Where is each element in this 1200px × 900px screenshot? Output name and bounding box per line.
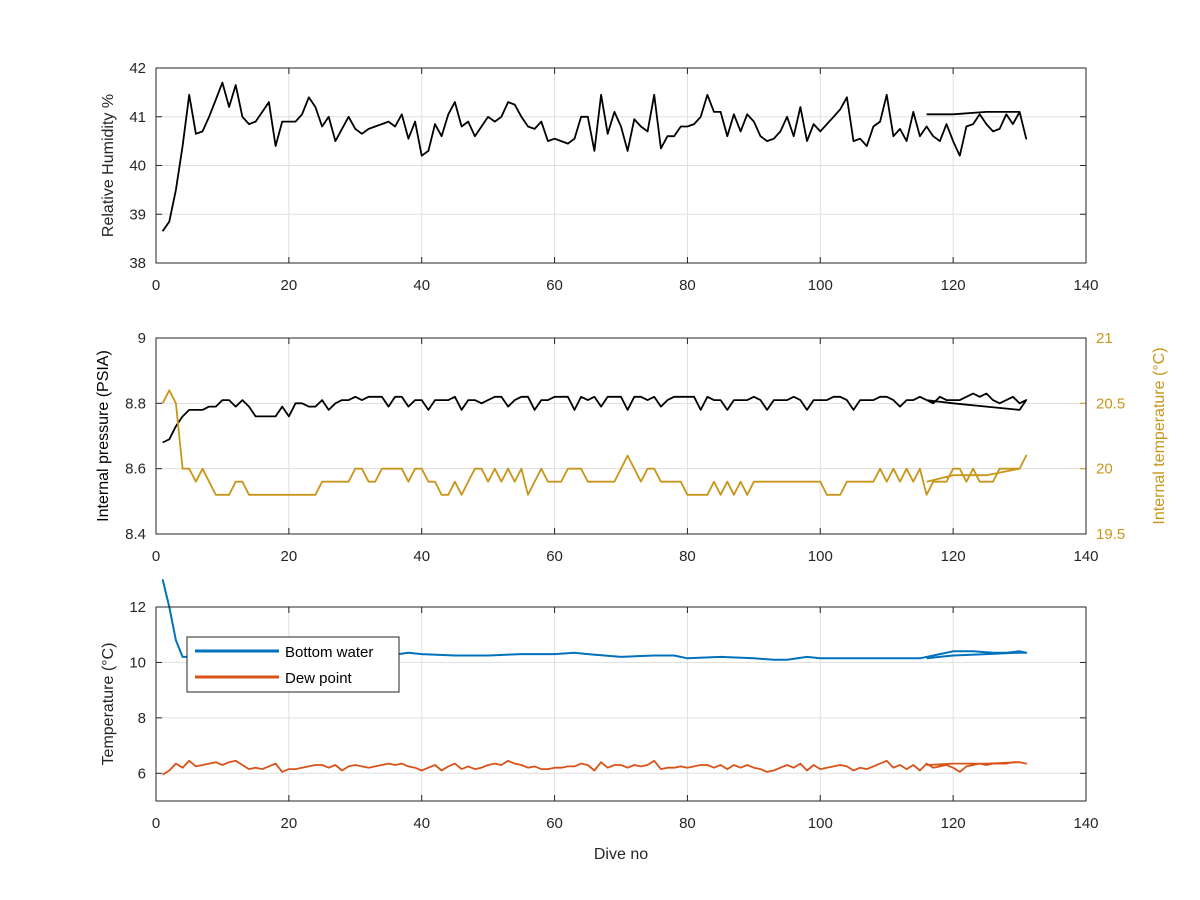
humidity-y-tick-label: 40 [129, 158, 146, 175]
pressure-x-tick-label: 120 [941, 548, 966, 565]
pressure-x-tick-label: 80 [679, 548, 696, 565]
humidity-y-tick-label: 38 [129, 255, 146, 272]
humidity-y-label: Relative Humidity % [100, 94, 117, 237]
humidity-x-tick-label: 100 [808, 277, 833, 294]
temperature-right-y-tick-label: 20 [1096, 461, 1113, 478]
pressure-x-tick-label: 60 [546, 548, 563, 565]
humidity-x-tick-label: 80 [679, 277, 696, 294]
temperature-right-y-tick-label: 19.5 [1096, 526, 1125, 543]
pressure-x-tick-label: 40 [413, 548, 430, 565]
humidity-y-tick-label: 42 [129, 60, 146, 77]
x-axis-label: Dive no [594, 846, 648, 863]
series-line-humidity-left [161, 81, 1028, 232]
humidity-x-tick-label: 140 [1073, 277, 1098, 294]
pressure-y-label: Internal pressure (PSIA) [95, 350, 112, 522]
temperature-x-tick-label: 120 [941, 815, 966, 832]
legend-label-bottom-water: Bottom water [285, 644, 373, 661]
humidity-y-tick-label: 39 [129, 206, 146, 223]
temperature-x-tick-label: 20 [281, 815, 298, 832]
humidity-series [161, 81, 1028, 232]
series-line-dew-point [162, 759, 1028, 776]
pressure-temperature-panel: 0 20 40 60 80 100 120 140 8.4 8.6 8.8 9 19.5 20 20.5 21… [95, 330, 1168, 565]
pressure-y-tick-label: 8.4 [125, 526, 146, 543]
temperature-x-tick-label: 140 [1073, 815, 1098, 832]
pressure-y-tick-label: 9 [138, 330, 146, 347]
legend-box [186, 636, 400, 693]
humidity-panel: 0 20 40 60 80 100 120 140 38 39 40 41 42 Relative Hu… [100, 60, 1099, 294]
humidity-x-tick-label: 20 [281, 277, 298, 294]
pressure-x-tick-label: 20 [281, 548, 298, 565]
temperature-x-tick-label: 100 [808, 815, 833, 832]
pressure-frame [155, 337, 1087, 535]
humidity-x-tick-label: 40 [413, 277, 430, 294]
series-line-pressure-left [162, 392, 1028, 444]
pressure-y-tick-label: 8.8 [125, 395, 146, 412]
temperature-frame [155, 606, 1087, 802]
humidity-x-tick-label: 0 [152, 277, 160, 294]
temperature-x-tick-label: 0 [152, 815, 160, 832]
temperature-right-y-tick-label: 20.5 [1096, 395, 1125, 412]
pressure-plot-area [155, 337, 1087, 535]
pressure-x-tick-label: 100 [808, 548, 833, 565]
temperature-y-tick-label: 10 [129, 654, 146, 671]
temperature-right-y-label: Internal temperature (°C) [1151, 347, 1168, 524]
temperature-x-tick-label: 40 [413, 815, 430, 832]
temperature-plot-area [155, 606, 1087, 802]
humidity-frame [155, 67, 1087, 264]
humidity-x-tick-label: 60 [546, 277, 563, 294]
pressure-x-tick-label: 140 [1073, 548, 1098, 565]
temperature-x-tick-label: 60 [546, 815, 563, 832]
temperature-y-label: Temperature (°C) [100, 643, 117, 766]
legend-label-dew-point: Dew point [285, 670, 353, 687]
pressure-temperature-series [161, 389, 1028, 496]
temperature-y-tick-label: 8 [138, 710, 146, 727]
temperature-x-tick-label: 80 [679, 815, 696, 832]
temperature-y-tick-label: 12 [129, 599, 146, 616]
temperature-right-y-tick-label: 21 [1096, 330, 1113, 347]
series-line-pressure-right [161, 389, 1028, 496]
humidity-x-tick-label: 120 [941, 277, 966, 294]
pressure-y-tick-label: 8.6 [125, 461, 146, 478]
pressure-x-tick-label: 0 [152, 548, 160, 565]
pressure-axes: 0 20 40 60 80 100 120 140 8.4 8.6 8.8 9 19.5 20 20.5 21 [125, 330, 1125, 565]
temperature-y-tick-label: 6 [138, 765, 146, 782]
humidity-y-tick-label: 41 [129, 109, 146, 126]
legend: Bottom water Dew point [186, 636, 400, 693]
temperature-panel: 0 20 40 60 80 100 120 140 6 8 10 12 Temperature (°C… [100, 579, 1099, 863]
